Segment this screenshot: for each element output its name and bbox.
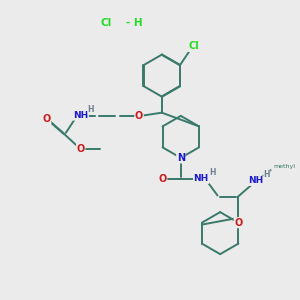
Text: H: H bbox=[88, 105, 94, 114]
Text: methyl: methyl bbox=[273, 164, 295, 169]
Text: O: O bbox=[159, 174, 167, 184]
Text: Cl: Cl bbox=[101, 18, 112, 28]
Text: H: H bbox=[209, 168, 215, 177]
Text: NH: NH bbox=[73, 111, 88, 120]
Text: H: H bbox=[264, 170, 270, 179]
Text: N: N bbox=[177, 153, 185, 163]
Text: O: O bbox=[135, 111, 143, 121]
Text: - H: - H bbox=[126, 18, 142, 28]
Text: NH: NH bbox=[194, 174, 209, 183]
Text: O: O bbox=[76, 143, 85, 154]
Text: Cl: Cl bbox=[188, 41, 199, 52]
Text: NH: NH bbox=[248, 176, 263, 185]
Text: O: O bbox=[234, 218, 242, 228]
Text: O: O bbox=[43, 114, 51, 124]
